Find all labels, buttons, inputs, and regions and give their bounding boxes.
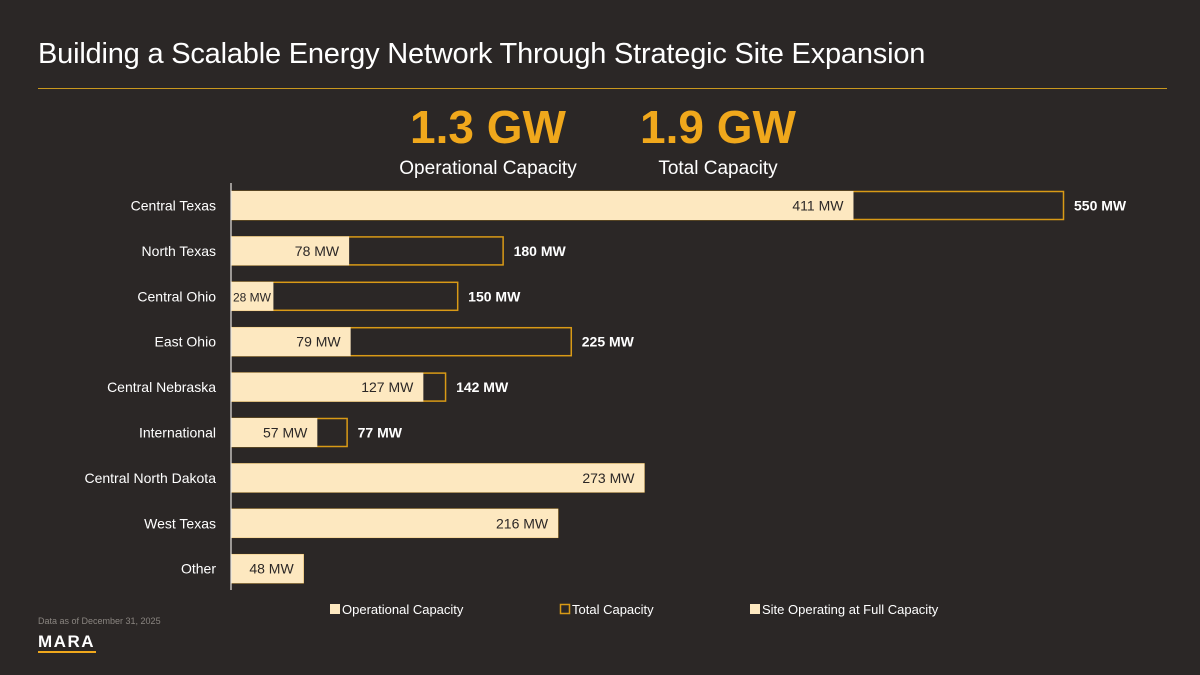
operational-value-label: 79 MW (296, 334, 341, 350)
category-label: West Texas (144, 515, 216, 531)
kpi-total: 1.9 GW Total Capacity (618, 104, 818, 180)
operational-value-label: 273 MW (582, 470, 635, 486)
operational-value-label: 57 MW (263, 425, 308, 441)
category-label: North Texas (142, 243, 216, 259)
legend-swatch-operational (330, 604, 340, 614)
kpi-total-label: Total Capacity (658, 158, 778, 179)
footnote: Data as of December 31, 2025 (38, 616, 161, 626)
page-title: Building a Scalable Energy Network Throu… (38, 38, 926, 70)
legend-label: Site Operating at Full Capacity (762, 602, 939, 617)
legend-label: Operational Capacity (342, 602, 464, 617)
operational-capacity-bar (231, 418, 318, 447)
legend-swatch-full (750, 604, 760, 614)
kpi-operational: 1.3 GW Operational Capacity (388, 104, 588, 180)
operational-capacity-bar (231, 508, 559, 538)
operational-value-label: 127 MW (361, 379, 414, 395)
operational-value-label: 216 MW (496, 515, 549, 531)
operational-capacity-bar (231, 463, 645, 493)
logo-underline (38, 651, 96, 653)
kpi-operational-value: 1.3 GW (410, 101, 566, 153)
operational-capacity-bar (231, 236, 350, 266)
total-value-label: 180 MW (514, 243, 567, 259)
kpi-total-value: 1.9 GW (640, 101, 796, 153)
operational-capacity-bar (231, 372, 424, 402)
total-value-label: 77 MW (358, 425, 403, 441)
operational-capacity-bar (231, 327, 351, 357)
operational-value-label: 48 MW (249, 561, 294, 577)
category-label: East Ohio (155, 334, 217, 350)
total-value-label: 550 MW (1074, 198, 1127, 214)
total-value-label: 150 MW (468, 288, 521, 304)
legend-label: Total Capacity (572, 602, 654, 617)
operational-value-label: 411 MW (792, 198, 844, 214)
total-value-label: 225 MW (582, 334, 635, 350)
total-value-label: 142 MW (456, 379, 509, 395)
mara-logo: MARA (38, 632, 95, 651)
category-label: Central North Dakota (84, 470, 216, 486)
operational-capacity-bar (231, 191, 854, 220)
category-label: Central Nebraska (107, 379, 216, 395)
operational-value-label: 78 MW (295, 243, 340, 259)
operational-capacity-bar (231, 554, 304, 584)
category-label: International (139, 425, 216, 441)
category-label: Central Texas (131, 198, 216, 214)
kpi-operational-label: Operational Capacity (399, 158, 577, 179)
operational-capacity-bar (231, 281, 274, 311)
category-label: Central Ohio (137, 288, 216, 304)
operational-value-label: 28 MW (233, 290, 272, 304)
category-label: Other (181, 561, 216, 577)
title-divider (38, 88, 1167, 89)
legend-swatch-total (559, 603, 571, 615)
